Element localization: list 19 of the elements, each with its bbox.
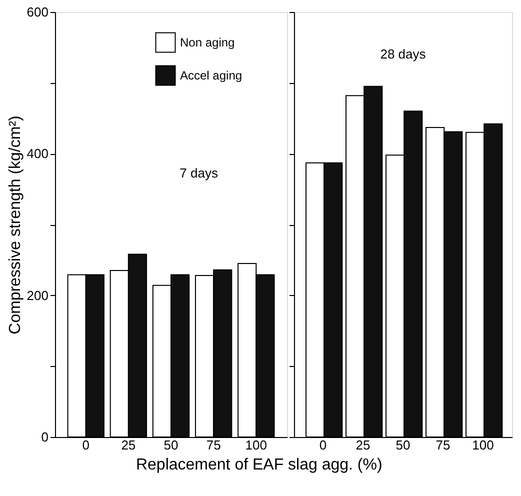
x-tick-label: 25 [356,438,370,452]
y-tick-label: 200 [26,288,48,303]
x-tick-label: 100 [472,438,494,452]
x-axis-title: Replacement of EAF slag agg. (%) [136,456,382,474]
x-tick-label: 75 [206,438,221,452]
y-axis-title: Compressive strength (kg/cm²) [6,116,24,334]
x-tick-label: 50 [396,438,410,452]
y-tick-label: 600 [26,4,48,20]
x-tick-label: 25 [121,438,136,452]
x-tick-label: 50 [164,438,178,452]
annotation: 28 days [380,46,426,62]
annotation: 7 days [180,166,218,180]
legend-label: Accel aging [180,68,242,82]
x-tick-label: 0 [82,438,90,452]
legend-label: Non aging [180,36,235,50]
y-tick-label: 400 [26,146,48,162]
x-tick-label: 75 [436,438,450,452]
x-tick-label: 100 [245,438,267,452]
x-tick-label: 0 [319,438,327,452]
